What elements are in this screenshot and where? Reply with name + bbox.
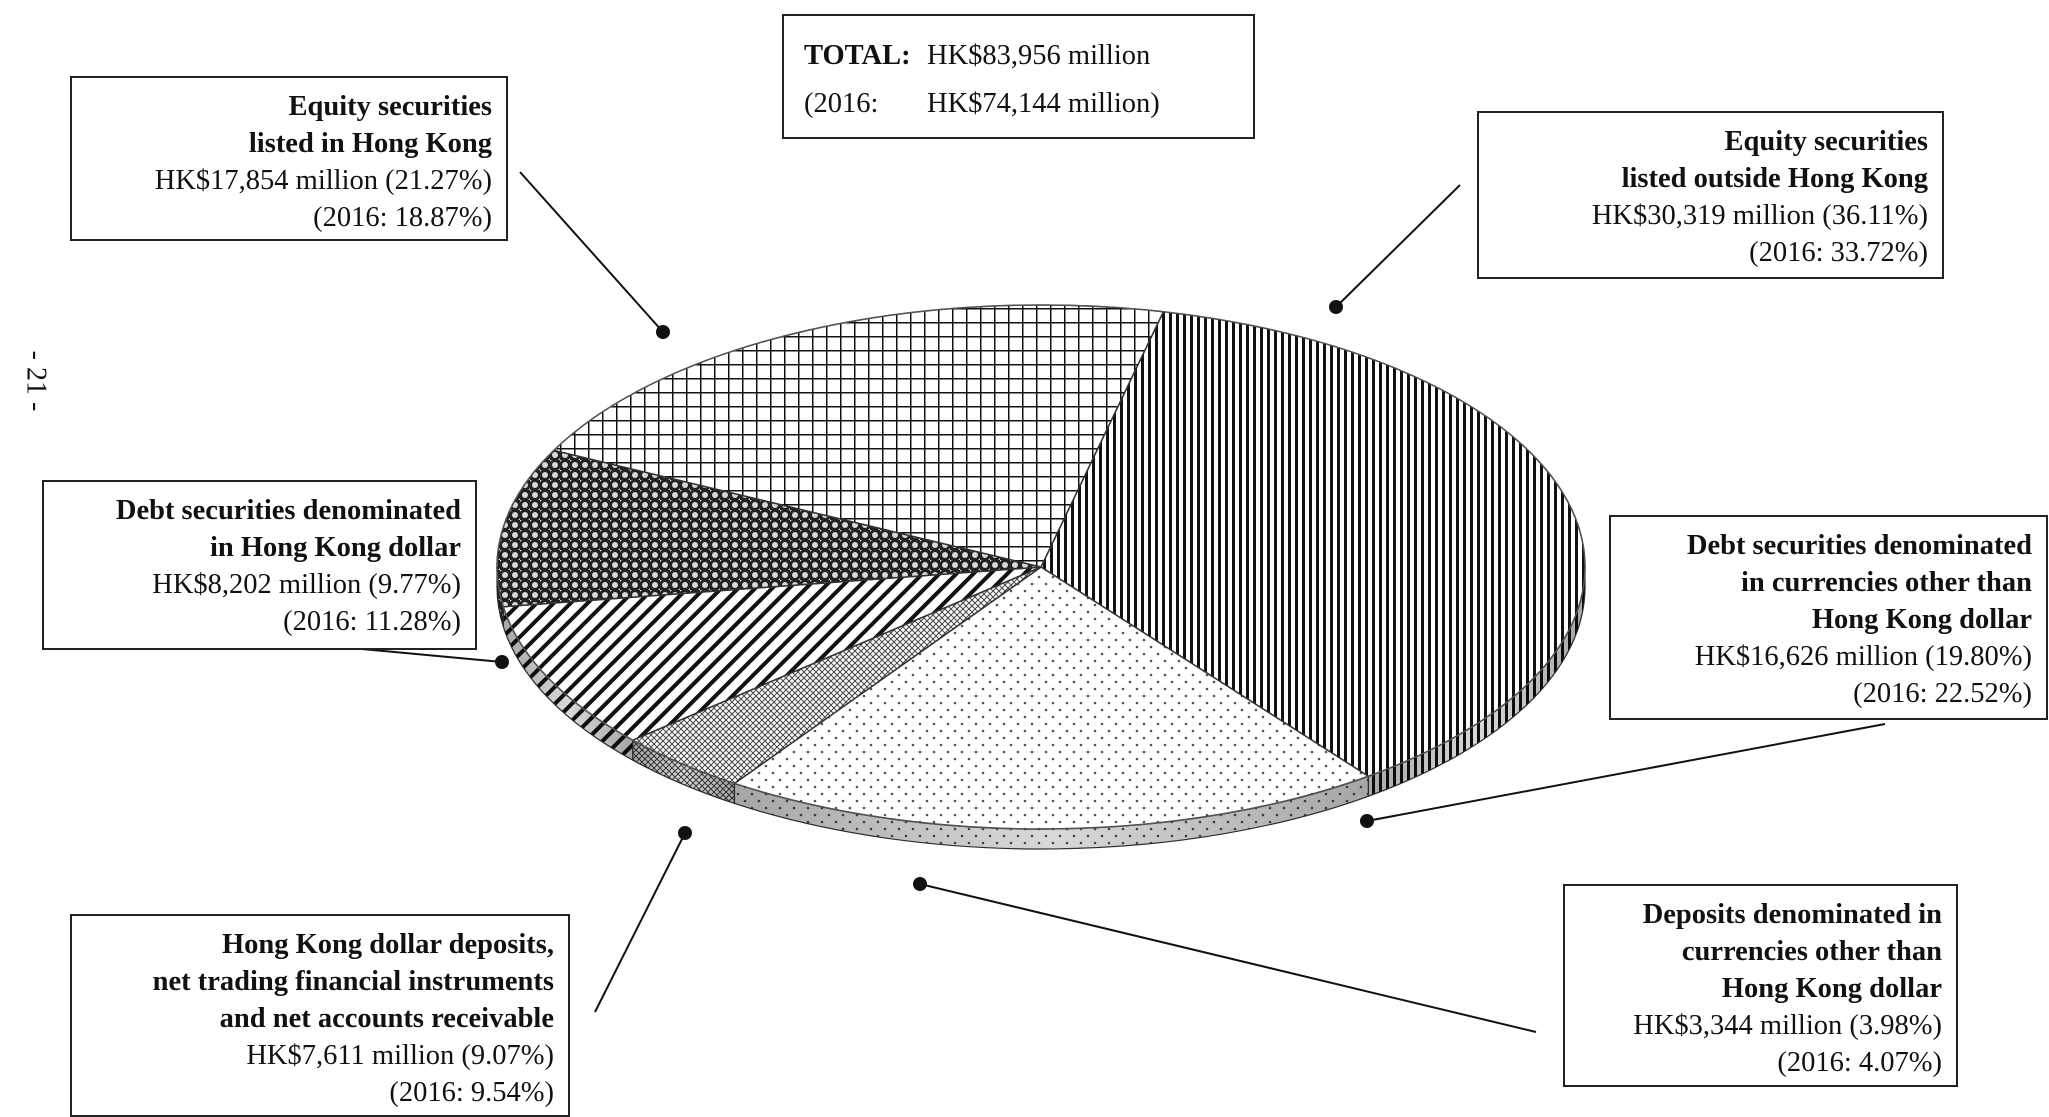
label-amount: HK$8,202 million (9.77%) — [152, 569, 461, 600]
total-prior-label: (2016: — [804, 88, 879, 119]
pie-side-shade-dep-other — [632, 740, 735, 804]
pie-side-shade-debt-other — [734, 776, 1369, 849]
label-deposits-other-currencies: Deposits denominated in currencies other… — [1563, 884, 1958, 1087]
leader-lines — [264, 171, 1886, 1033]
pie-rim — [496, 304, 1586, 830]
leader-line-debt-other — [1366, 723, 1886, 822]
label-amount: HK$16,626 million (19.80%) — [1694, 641, 2032, 672]
label-title: Debt securities denominated — [115, 495, 461, 526]
total-prior-value: HK$74,144 million) — [927, 88, 1160, 119]
pie-slices — [496, 304, 1586, 830]
page-number: - 21 - — [20, 350, 52, 412]
label-title: currencies other than — [1681, 936, 1942, 967]
label-title: net trading financial instruments — [152, 966, 554, 997]
label-prior: (2016: 9.54%) — [389, 1077, 554, 1108]
label-equity-hk: Equity securities listed in Hong Kong HK… — [70, 76, 508, 241]
leader-line-eq-out — [1335, 184, 1461, 308]
label-title: Equity securities — [288, 91, 492, 122]
label-title: in currencies other than — [1740, 567, 2032, 598]
leader-dot-eq-hk — [656, 325, 670, 339]
label-prior: (2016: 18.87%) — [313, 202, 492, 233]
total-label: TOTAL: — [804, 40, 911, 71]
label-title: Hong Kong dollar — [1721, 973, 1942, 1004]
label-title: Equity securities — [1724, 126, 1928, 157]
label-title: in Hong Kong dollar — [209, 532, 461, 563]
pie-side-shade-dep-hkd — [503, 606, 633, 761]
label-title: and net accounts receivable — [219, 1003, 554, 1034]
leader-line-dep-hkd — [594, 832, 686, 1013]
leader-dot-dep-other — [913, 877, 927, 891]
label-title: Deposits denominated in — [1642, 899, 1942, 930]
leader-dot-eq-out — [1329, 300, 1343, 314]
label-hkd-deposits: Hong Kong dollar deposits, net trading f… — [70, 914, 570, 1117]
label-amount: HK$3,344 million (3.98%) — [1633, 1010, 1942, 1041]
leader-line-dep-other — [919, 883, 1537, 1033]
label-amount: HK$7,611 million (9.07%) — [246, 1040, 554, 1071]
label-title: Debt securities denominated — [1686, 530, 2032, 561]
label-amount: HK$17,854 million (21.27%) — [154, 165, 492, 196]
leader-dot-debt-hkd — [495, 655, 509, 669]
total-value: HK$83,956 million — [927, 40, 1151, 71]
label-prior: (2016: 4.07%) — [1777, 1047, 1942, 1078]
leader-dot-dep-hkd — [678, 826, 692, 840]
label-title: Hong Kong dollar — [1811, 604, 2032, 635]
label-equity-outside-hk: Equity securities listed outside Hong Ko… — [1477, 111, 1944, 279]
label-prior: (2016: 22.52%) — [1853, 678, 2032, 709]
label-amount: HK$30,319 million (36.11%) — [1591, 200, 1928, 231]
total-box: TOTAL: HK$83,956 million (2016: HK$74,144 … — [782, 14, 1255, 139]
label-debt-hkd: Debt securities denominated in Hong Kong… — [42, 480, 477, 650]
label-prior: (2016: 11.28%) — [283, 606, 461, 637]
label-title: listed outside Hong Kong — [1621, 163, 1928, 194]
leader-line-eq-hk — [519, 171, 664, 333]
label-prior: (2016: 33.72%) — [1749, 237, 1928, 268]
label-title: listed in Hong Kong — [248, 128, 492, 159]
pie-side-shade-eq-out — [1368, 567, 1585, 797]
label-title: Hong Kong dollar deposits, — [221, 929, 554, 960]
label-debt-other-currencies: Debt securities denominated in currencie… — [1609, 515, 2048, 720]
leader-dot-debt-other — [1360, 814, 1374, 828]
